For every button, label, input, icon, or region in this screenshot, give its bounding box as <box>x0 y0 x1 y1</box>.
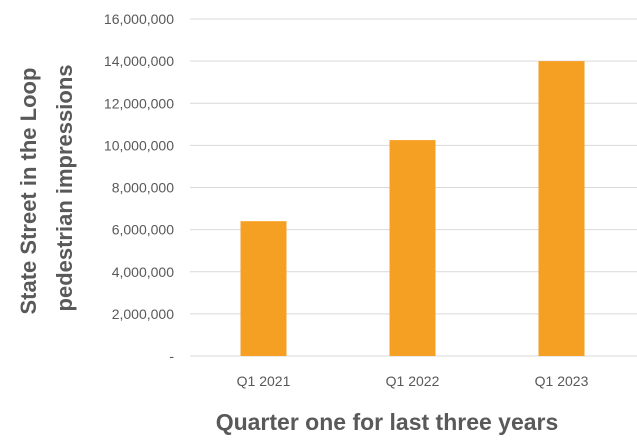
bar-q1-2021 <box>240 221 287 356</box>
x-tick-label: Q1 2022 <box>386 373 440 389</box>
bar-q1-2022 <box>389 140 436 356</box>
y-axis-title: State Street in the Loop pedestrian impr… <box>16 61 77 314</box>
x-tick-label: Q1 2023 <box>535 373 589 389</box>
y-tick-label: 8,000,000 <box>112 180 174 196</box>
y-tick-label: 4,000,000 <box>112 264 174 280</box>
y-tick-label: 14,000,000 <box>104 53 174 69</box>
y-tick-label: 12,000,000 <box>104 95 174 111</box>
y-tick-label: - <box>169 348 174 364</box>
x-axis-tick-labels: Q1 2021 Q1 2022 Q1 2023 <box>237 373 589 389</box>
y-tick-label: 10,000,000 <box>104 137 174 153</box>
y-axis-tick-labels: - 2,000,000 4,000,000 6,000,000 8,000,000 10,… <box>104 11 174 364</box>
y-axis-title-line-2: pedestrian impressions <box>52 65 77 312</box>
bar-q1-2023 <box>538 61 585 356</box>
y-tick-label: 2,000,000 <box>112 306 174 322</box>
x-tick-label: Q1 2021 <box>237 373 291 389</box>
y-tick-label: 6,000,000 <box>112 222 174 238</box>
x-axis-title: Quarter one for last three years <box>216 409 559 435</box>
y-axis-title-line-1: State Street in the Loop <box>16 68 41 315</box>
y-tick-label: 16,000,000 <box>104 11 174 27</box>
bars <box>240 61 585 356</box>
